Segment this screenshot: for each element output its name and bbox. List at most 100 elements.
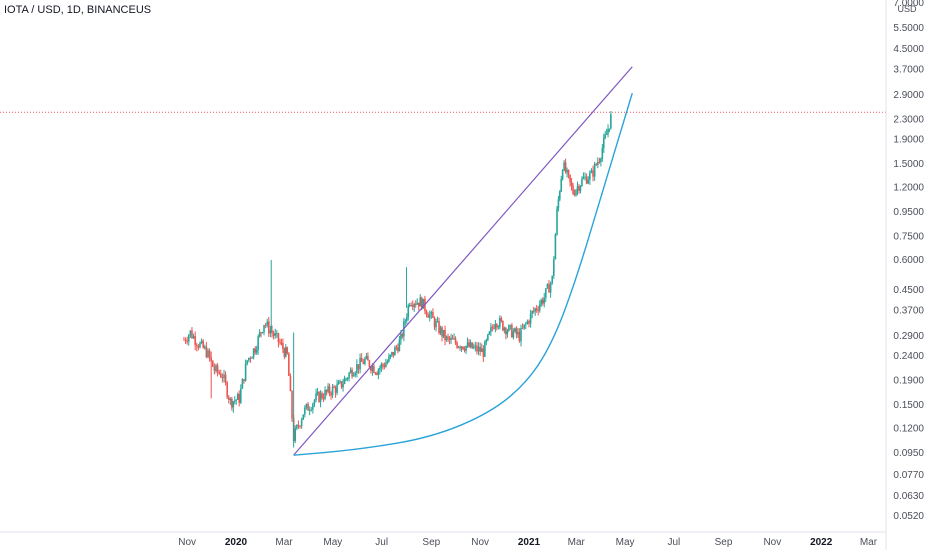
candle [524,321,527,330]
candle [360,353,363,362]
candle-body [549,283,552,293]
candle-body [200,340,203,344]
candle-body [487,334,489,341]
candle [477,342,480,356]
candle-body [330,393,332,396]
candle-body [226,382,228,398]
candle-body [566,169,568,173]
candle-body [367,356,369,361]
candle [258,329,261,338]
x-tick-label: Sep [715,537,733,548]
candle [279,338,281,345]
candle [261,331,264,334]
candle-body [517,331,519,335]
candle-body [389,354,392,357]
candle [567,169,570,179]
candle-body [229,398,232,400]
candle [537,306,540,316]
candle [231,396,233,411]
candle [260,331,262,338]
candle-body [419,297,422,307]
candle [208,348,211,362]
candle [289,373,292,392]
candle-body [236,394,239,400]
candle-body [328,386,331,394]
candle-body [258,332,261,337]
candle [585,173,588,185]
candle [502,320,504,332]
candle [605,128,608,135]
candle [521,323,524,330]
candle-body [551,275,554,284]
candle-body [360,357,363,362]
candle-body [302,414,305,420]
candle [365,352,368,360]
candle [411,300,414,311]
candle [499,315,501,330]
candle [345,377,347,382]
candle [548,280,550,293]
candle-body [497,326,500,328]
candle-body [546,284,549,289]
x-tick-label: Nov [471,537,489,548]
candle-body [296,425,298,429]
candle [494,319,497,333]
candle-body [264,325,267,326]
candle-body [521,327,524,329]
candle [203,344,206,350]
candle [602,133,605,153]
candle-body [346,378,349,380]
y-tick-label: 2.9000 [893,90,924,101]
candle [296,424,298,431]
candle-body [394,347,396,356]
candle [191,327,193,339]
candle [325,389,328,396]
candle-body [299,425,301,427]
candle [346,377,349,382]
candle [432,308,434,319]
candle-body [575,190,577,196]
currency-label: USD [897,4,917,14]
candle-body [266,321,269,326]
candle-body [382,364,384,366]
candle-body [383,365,386,368]
candle [511,322,513,338]
candle-body [500,318,503,321]
candle [379,365,381,375]
candle [485,338,488,346]
candle [276,329,278,338]
candle [553,256,555,279]
candle-body [277,333,280,343]
candle-body [413,304,416,307]
candle-body [322,398,325,399]
candle-body [529,313,532,324]
candle-body [474,345,477,347]
candle-body [216,365,219,372]
candle-body [411,305,414,307]
candle-body [581,178,583,186]
y-tick-label: 0.1500 [893,400,924,411]
candle [564,158,567,174]
candle [570,178,573,191]
candle [559,190,561,202]
candle [435,318,437,332]
candle [500,316,503,323]
candle-body [506,330,509,335]
candle-body [349,369,352,374]
candle-body [219,373,222,378]
candle-body [453,338,455,340]
candle [476,342,478,355]
candle-body [213,366,216,371]
candle [534,307,537,316]
x-tick-label: May [323,537,342,548]
candle-body [203,346,206,348]
candle-body [391,352,393,355]
y-tick-label: 0.0520 [893,511,924,522]
time-axis[interactable]: Nov 2020 Mar May Jul Sep Nov 2021 Mar May Jul Sep No… [0,531,886,548]
candle-body [491,327,494,329]
candle-body [274,333,277,336]
candle-body [420,297,423,309]
candle-body [538,304,541,311]
